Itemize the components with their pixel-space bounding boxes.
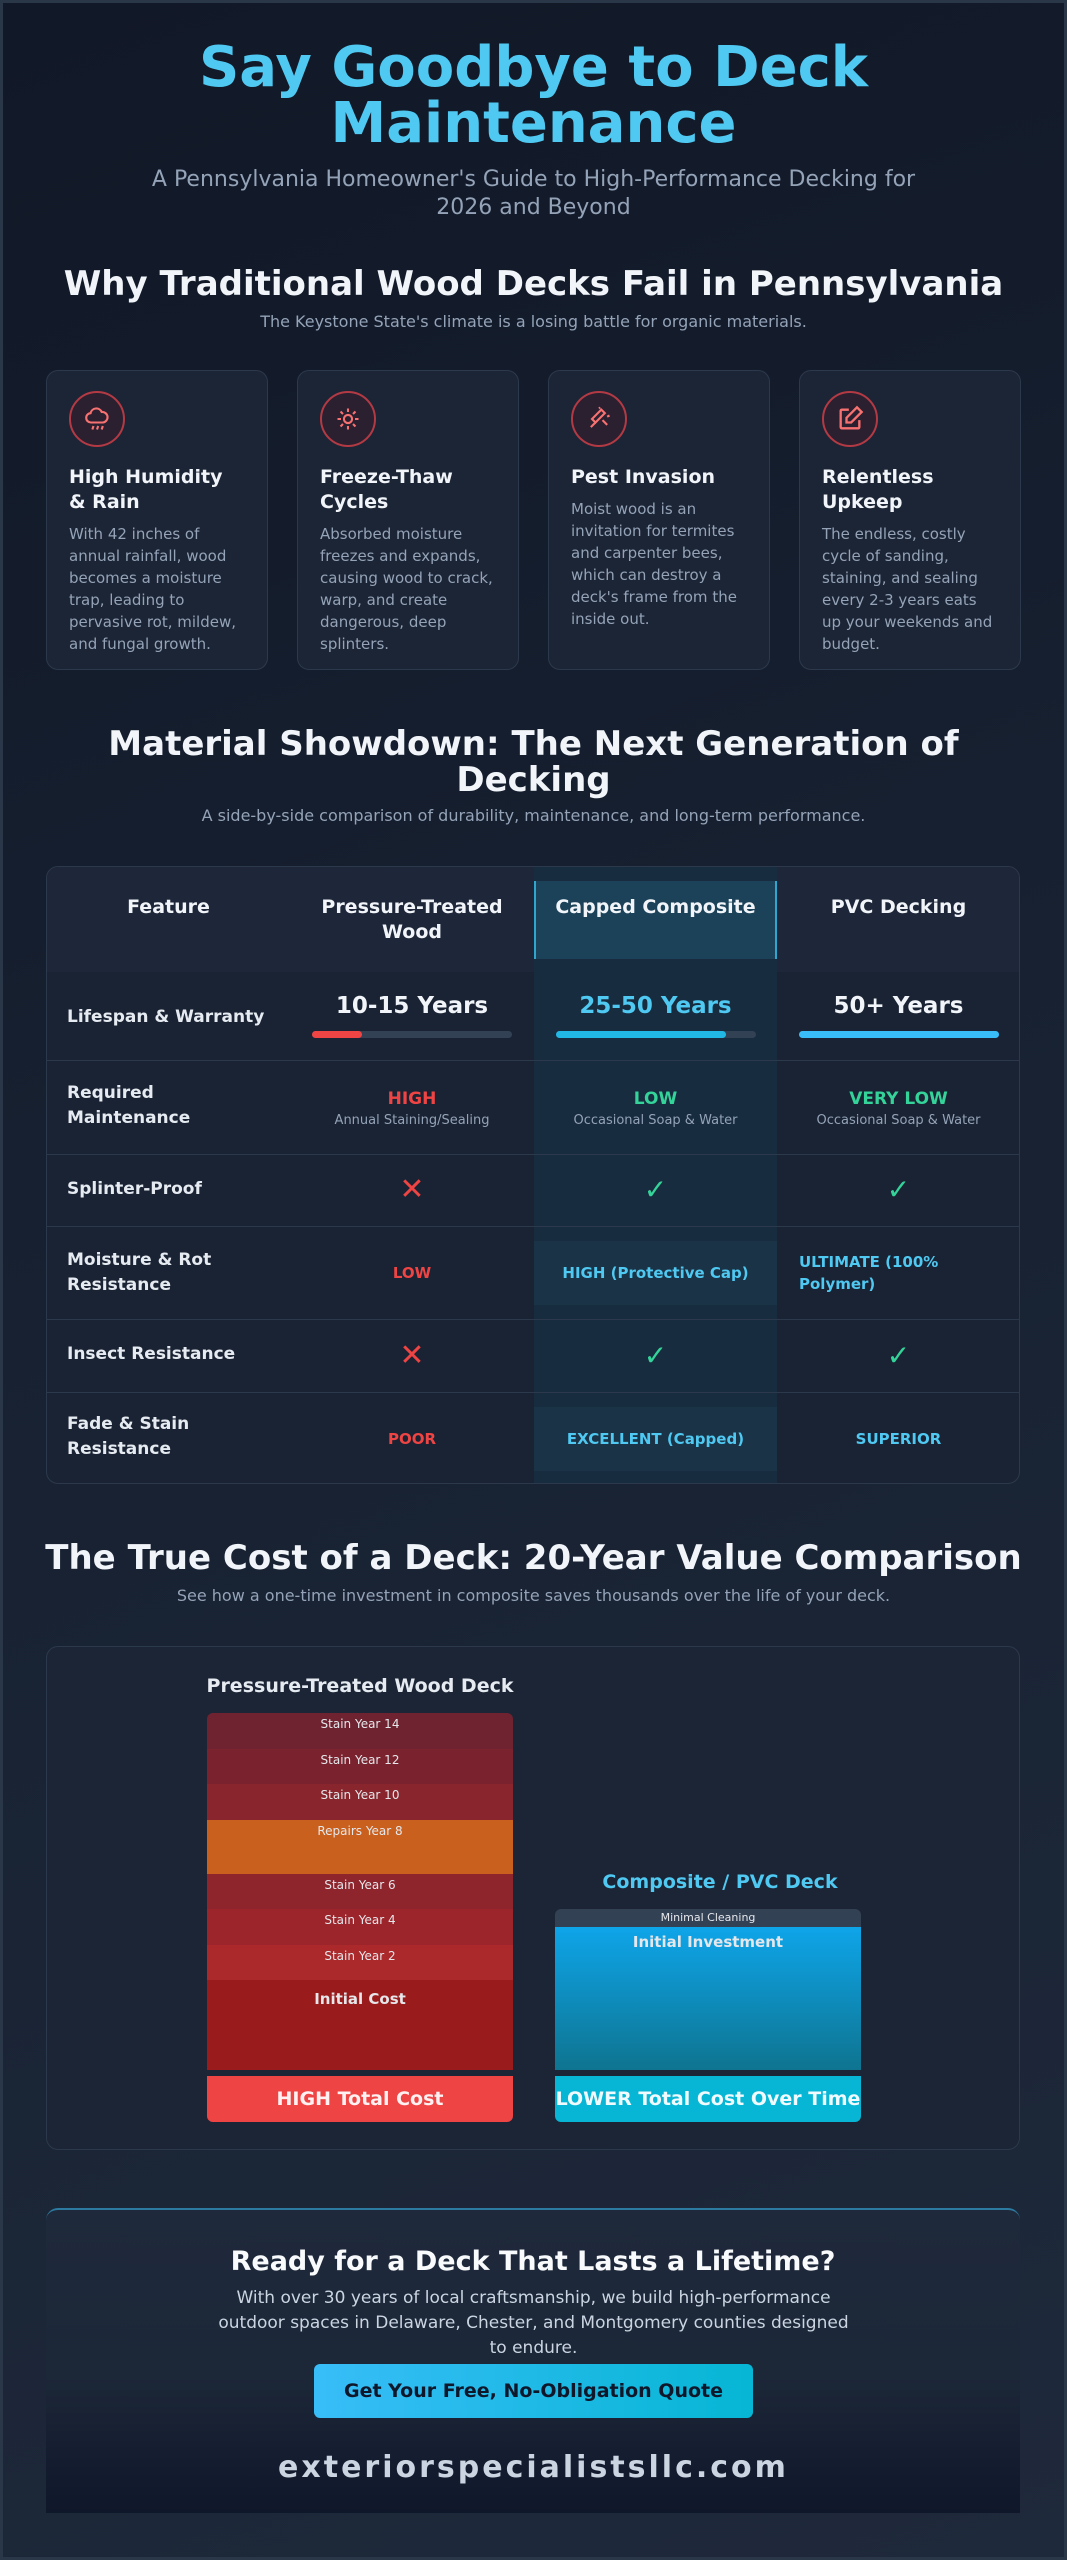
showdown-subtitle: A side-by-side comparison of durability,… xyxy=(201,806,866,825)
maintenance-wood: HIGH Annual Staining/Sealing xyxy=(290,1089,534,1128)
cost-comparison: Pressure-Treated Wood Deck Stain Year 14… xyxy=(46,1646,1020,2150)
cost-subtitle: See how a one-time investment in composi… xyxy=(176,1586,891,1605)
check-icon: ✓ xyxy=(886,1173,911,1206)
wood-segment: Stain Year 4 xyxy=(207,1909,513,1945)
edit-icon xyxy=(822,391,878,447)
row-label-splinter: Splinter-Proof xyxy=(67,1179,202,1199)
card-upkeep: Relentless Upkeep The endless, costly cy… xyxy=(799,370,1021,670)
check-icon: ✓ xyxy=(643,1339,668,1372)
fail-section-title: Why Traditional Wood Decks Fail in Penns… xyxy=(63,264,1004,304)
x-icon: ✕ xyxy=(399,1338,425,1373)
row-label-insect: Insect Resistance xyxy=(67,1344,236,1364)
highlight-column xyxy=(534,867,777,1483)
row-divider xyxy=(47,1392,1019,1393)
row-label-lifespan: Lifespan & Warranty xyxy=(67,1007,265,1027)
wood-segment: Initial Cost xyxy=(207,1980,513,2070)
check-icon: ✓ xyxy=(886,1339,911,1372)
comparison-table: Feature Pressure-Treated Wood Capped Com… xyxy=(46,866,1020,1484)
fade-wood: POOR xyxy=(387,1430,437,1448)
wood-segment: Stain Year 12 xyxy=(207,1749,513,1784)
composite-cost-stack: Minimal Cleaning Initial Investment xyxy=(555,1909,861,2070)
row-label-maintenance: Required Maintenance xyxy=(67,1083,191,1128)
card-title: Pest Invasion xyxy=(571,466,716,488)
row-label-fade: Fade & Stain Resistance xyxy=(67,1414,190,1459)
header-composite: Capped Composite xyxy=(555,896,756,918)
header-feature: Feature xyxy=(127,896,210,918)
moisture-wood: LOW xyxy=(392,1264,432,1282)
wood-segment: Stain Year 10 xyxy=(207,1784,513,1820)
row-divider xyxy=(47,1319,1019,1320)
cta-text: With over 30 years of local craftsmanshi… xyxy=(218,2288,849,2358)
card-description: Moist wood is an invitation for termites… xyxy=(571,500,737,628)
maintenance-note: Occasional Soap & Water xyxy=(573,1113,738,1128)
composite-total-label: LOWER Total Cost Over Time xyxy=(555,2076,861,2122)
composite-stack-title: Composite / PVC Deck xyxy=(602,1871,838,1893)
x-icon: ✕ xyxy=(399,1172,425,1207)
lifespan-composite: 25-50 Years xyxy=(579,993,732,1019)
wood-segment: Stain Year 6 xyxy=(207,1874,513,1909)
page-title: Say Goodbye to Deck Maintenance xyxy=(198,35,869,156)
get-quote-button[interactable]: Get Your Free, No-Obligation Quote xyxy=(314,2364,753,2418)
lifespan-bar-wood xyxy=(312,1031,512,1038)
lifespan-pvc: 50+ Years xyxy=(833,993,964,1019)
highlight-header xyxy=(534,881,777,959)
wood-segment: Stain Year 14 xyxy=(207,1713,513,1749)
showdown-title: Material Showdown: The Next Generation o… xyxy=(108,724,959,800)
fade-composite: EXCELLENT (Capped) xyxy=(566,1430,745,1448)
cost-title: The True Cost of a Deck: 20-Year Value C… xyxy=(45,1538,1022,1578)
header-wood: Pressure-Treated Wood xyxy=(321,896,503,943)
wood-segment: Repairs Year 8 xyxy=(207,1820,513,1874)
card-freeze-thaw: Freeze-Thaw Cycles Absorbed moisture fre… xyxy=(297,370,519,670)
fail-section-subtitle: The Keystone State's climate is a losing… xyxy=(260,312,807,331)
cloud-rain-icon xyxy=(69,391,125,447)
moisture-pvc: ULTIMATE (100% Polymer) xyxy=(799,1253,939,1293)
highlight-cell xyxy=(534,1407,777,1471)
cta-title: Ready for a Deck That Lasts a Lifetime? xyxy=(230,2246,836,2277)
website-link[interactable]: exteriorspecialistsllc.com xyxy=(278,2450,789,2485)
page-subtitle: A Pennsylvania Homeowner's Guide to High… xyxy=(151,167,916,220)
wood-cost-stack: Stain Year 14 Stain Year 12 Stain Year 1… xyxy=(207,1713,513,2070)
maintenance-note: Occasional Soap & Water xyxy=(816,1113,981,1128)
maintenance-level: LOW xyxy=(633,1089,678,1109)
card-description: With 42 inches of annual rainfall, wood … xyxy=(69,525,237,653)
wood-total-label: HIGH Total Cost xyxy=(207,2076,513,2122)
header-pvc: PVC Decking xyxy=(830,896,967,918)
sun-snow-icon xyxy=(320,391,376,447)
fade-pvc: SUPERIOR xyxy=(855,1430,942,1448)
bug-icon xyxy=(571,391,627,447)
card-description: Absorbed moisture freezes and expands, c… xyxy=(320,525,493,653)
maintenance-composite: LOW Occasional Soap & Water xyxy=(534,1089,777,1128)
row-divider xyxy=(47,1154,1019,1155)
composite-segment: Initial Investment xyxy=(555,1927,861,2070)
card-title: Relentless Upkeep xyxy=(822,466,934,513)
lifespan-wood: 10-15 Years xyxy=(335,993,489,1019)
wood-segment: Stain Year 2 xyxy=(207,1945,513,1980)
maintenance-note: Annual Staining/Sealing xyxy=(334,1113,490,1128)
cta-section xyxy=(46,2208,1020,2513)
maintenance-pvc: VERY LOW Occasional Soap & Water xyxy=(777,1089,1019,1128)
card-humidity: High Humidity & Rain With 42 inches of a… xyxy=(46,370,268,670)
wood-stack-title: Pressure-Treated Wood Deck xyxy=(206,1675,514,1697)
moisture-composite: HIGH (Protective Cap) xyxy=(562,1264,749,1282)
composite-segment: Minimal Cleaning xyxy=(555,1909,861,1927)
row-label-moisture: Moisture & Rot Resistance xyxy=(67,1250,212,1295)
maintenance-level: HIGH xyxy=(387,1089,437,1109)
card-title: High Humidity & Rain xyxy=(69,466,223,513)
card-title: Freeze-Thaw Cycles xyxy=(320,466,453,513)
row-divider xyxy=(47,1060,1019,1061)
card-pest: Pest Invasion Moist wood is an invitatio… xyxy=(548,370,770,670)
maintenance-level: VERY LOW xyxy=(849,1089,948,1109)
highlight-cell xyxy=(534,1241,777,1305)
card-description: The endless, costly cycle of sanding, st… xyxy=(822,525,993,653)
check-icon: ✓ xyxy=(643,1173,668,1206)
table-header xyxy=(47,867,1019,972)
lifespan-bar-pvc xyxy=(799,1031,999,1038)
lifespan-bar-composite xyxy=(556,1031,756,1038)
row-divider xyxy=(47,1226,1019,1227)
